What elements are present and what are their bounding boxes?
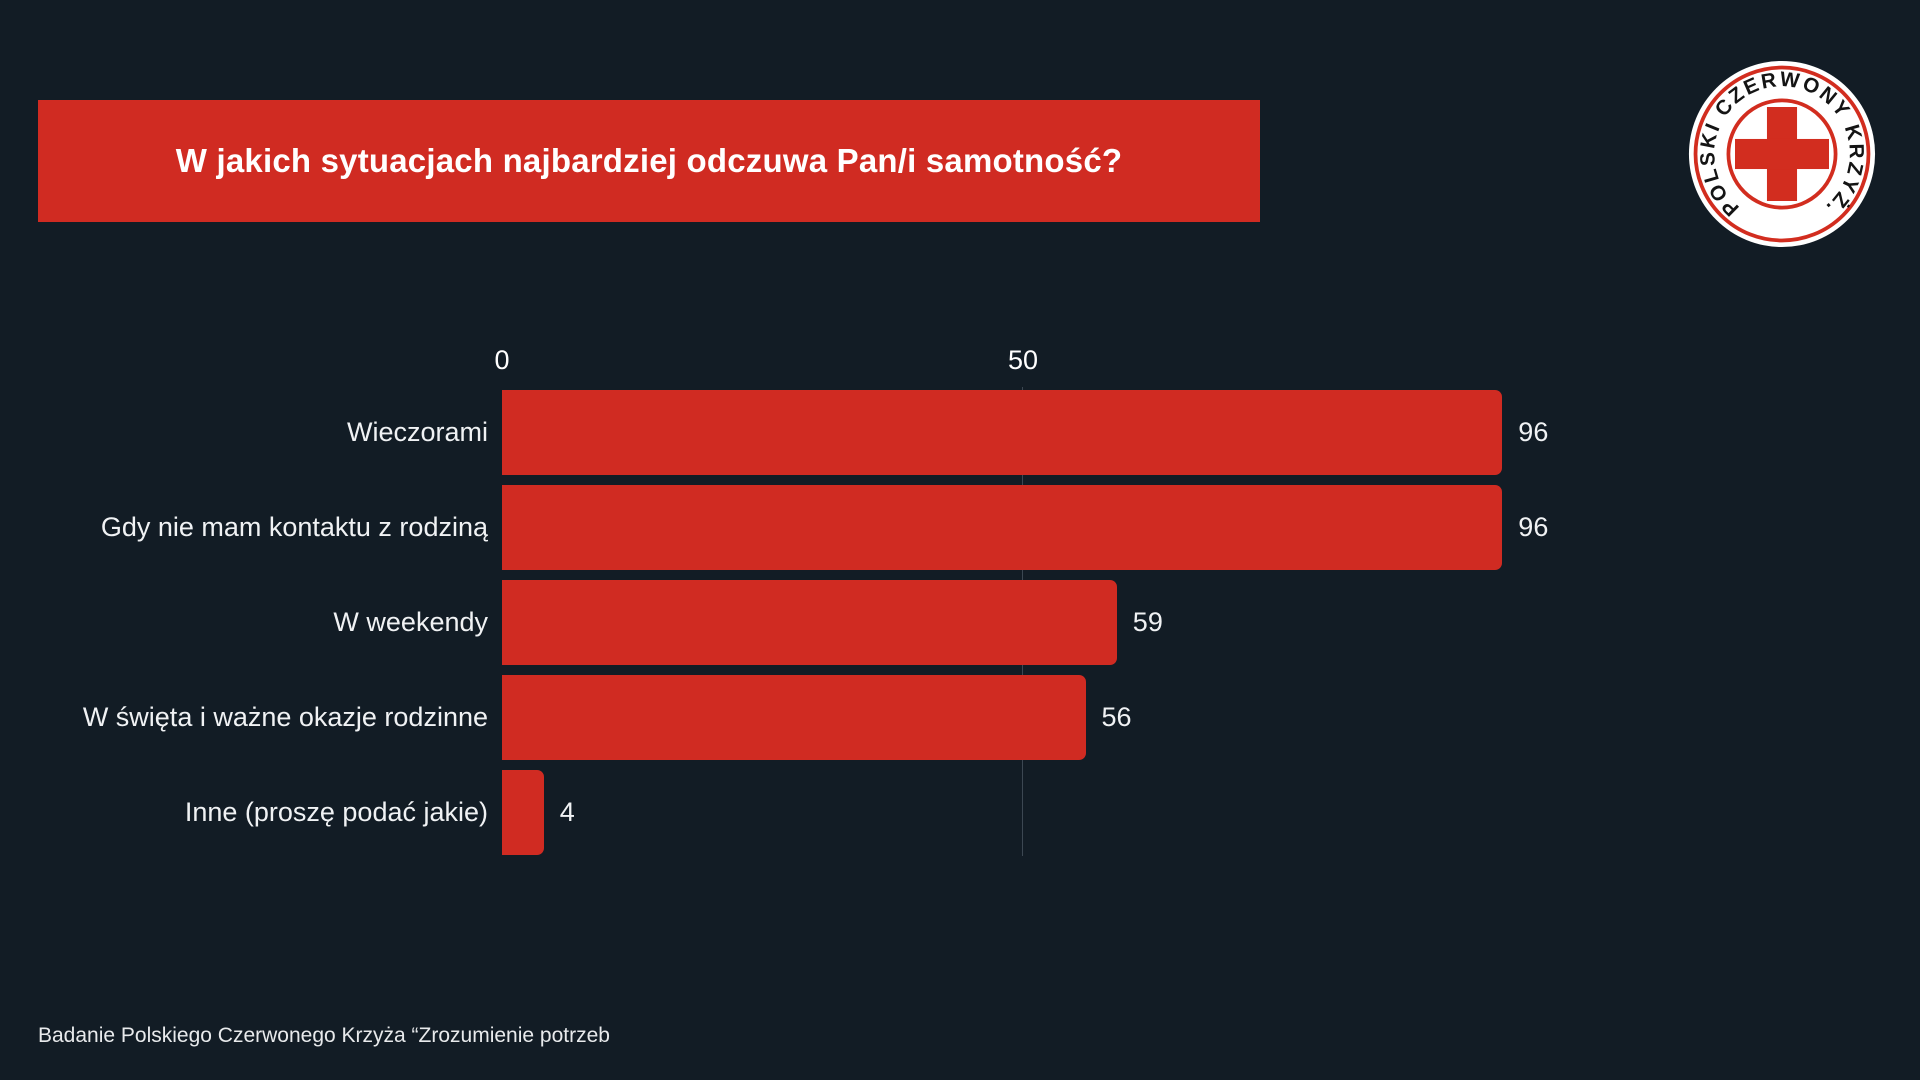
category-label: Gdy nie mam kontaktu z rodziną	[100, 512, 488, 542]
category-label: Wieczorami	[346, 417, 488, 447]
category-label: W święta i ważne okazje rodzinne	[82, 702, 488, 732]
polish-red-cross-logo: POLSKI CZERWONY KRZYŻ.	[1688, 60, 1876, 248]
chart-row: Wieczorami 96	[0, 390, 1920, 475]
chart-rows: Wieczorami 96 Gdy nie mam kontaktu z rodzi…	[0, 390, 1920, 865]
red-cross-roundel-icon: POLSKI CZERWONY KRZYŻ.	[1688, 60, 1876, 248]
x-axis: 0 50	[0, 344, 1920, 376]
chart-row: Gdy nie mam kontaktu z rodziną 96	[0, 485, 1920, 570]
x-axis-tick-label: 0	[494, 345, 510, 375]
page-title: W jakich sytuacjach najbardziej odczuwa …	[175, 142, 1123, 179]
value-label: 96	[1518, 512, 1549, 542]
chart-row: W weekendy 59	[0, 580, 1920, 665]
title-banner: W jakich sytuacjach najbardziej odczuwa …	[38, 100, 1260, 222]
bar	[502, 580, 1117, 665]
value-label: 56	[1101, 702, 1132, 732]
source-note-line: Badanie Polskiego Czerwonego Krzyża “Zro…	[38, 1024, 610, 1047]
value-label: 59	[1132, 607, 1163, 637]
value-label: 4	[559, 797, 575, 827]
value-label: 96	[1518, 417, 1549, 447]
bar	[502, 485, 1503, 570]
chart-row: W święta i ważne okazje rodzinne 56	[0, 675, 1920, 760]
x-axis-tick-label: 50	[1007, 345, 1039, 375]
bar	[502, 675, 1086, 760]
category-label: Inne (proszę podać jakie)	[184, 797, 488, 827]
source-note: Badanie Polskiego Czerwonego Krzyża “Zro…	[38, 963, 632, 1080]
red-cross-icon	[1735, 107, 1829, 201]
chart-row: Inne (proszę podać jakie) 4	[0, 770, 1920, 855]
category-label: W weekendy	[333, 607, 488, 637]
bar	[502, 770, 544, 855]
bar	[502, 390, 1503, 475]
